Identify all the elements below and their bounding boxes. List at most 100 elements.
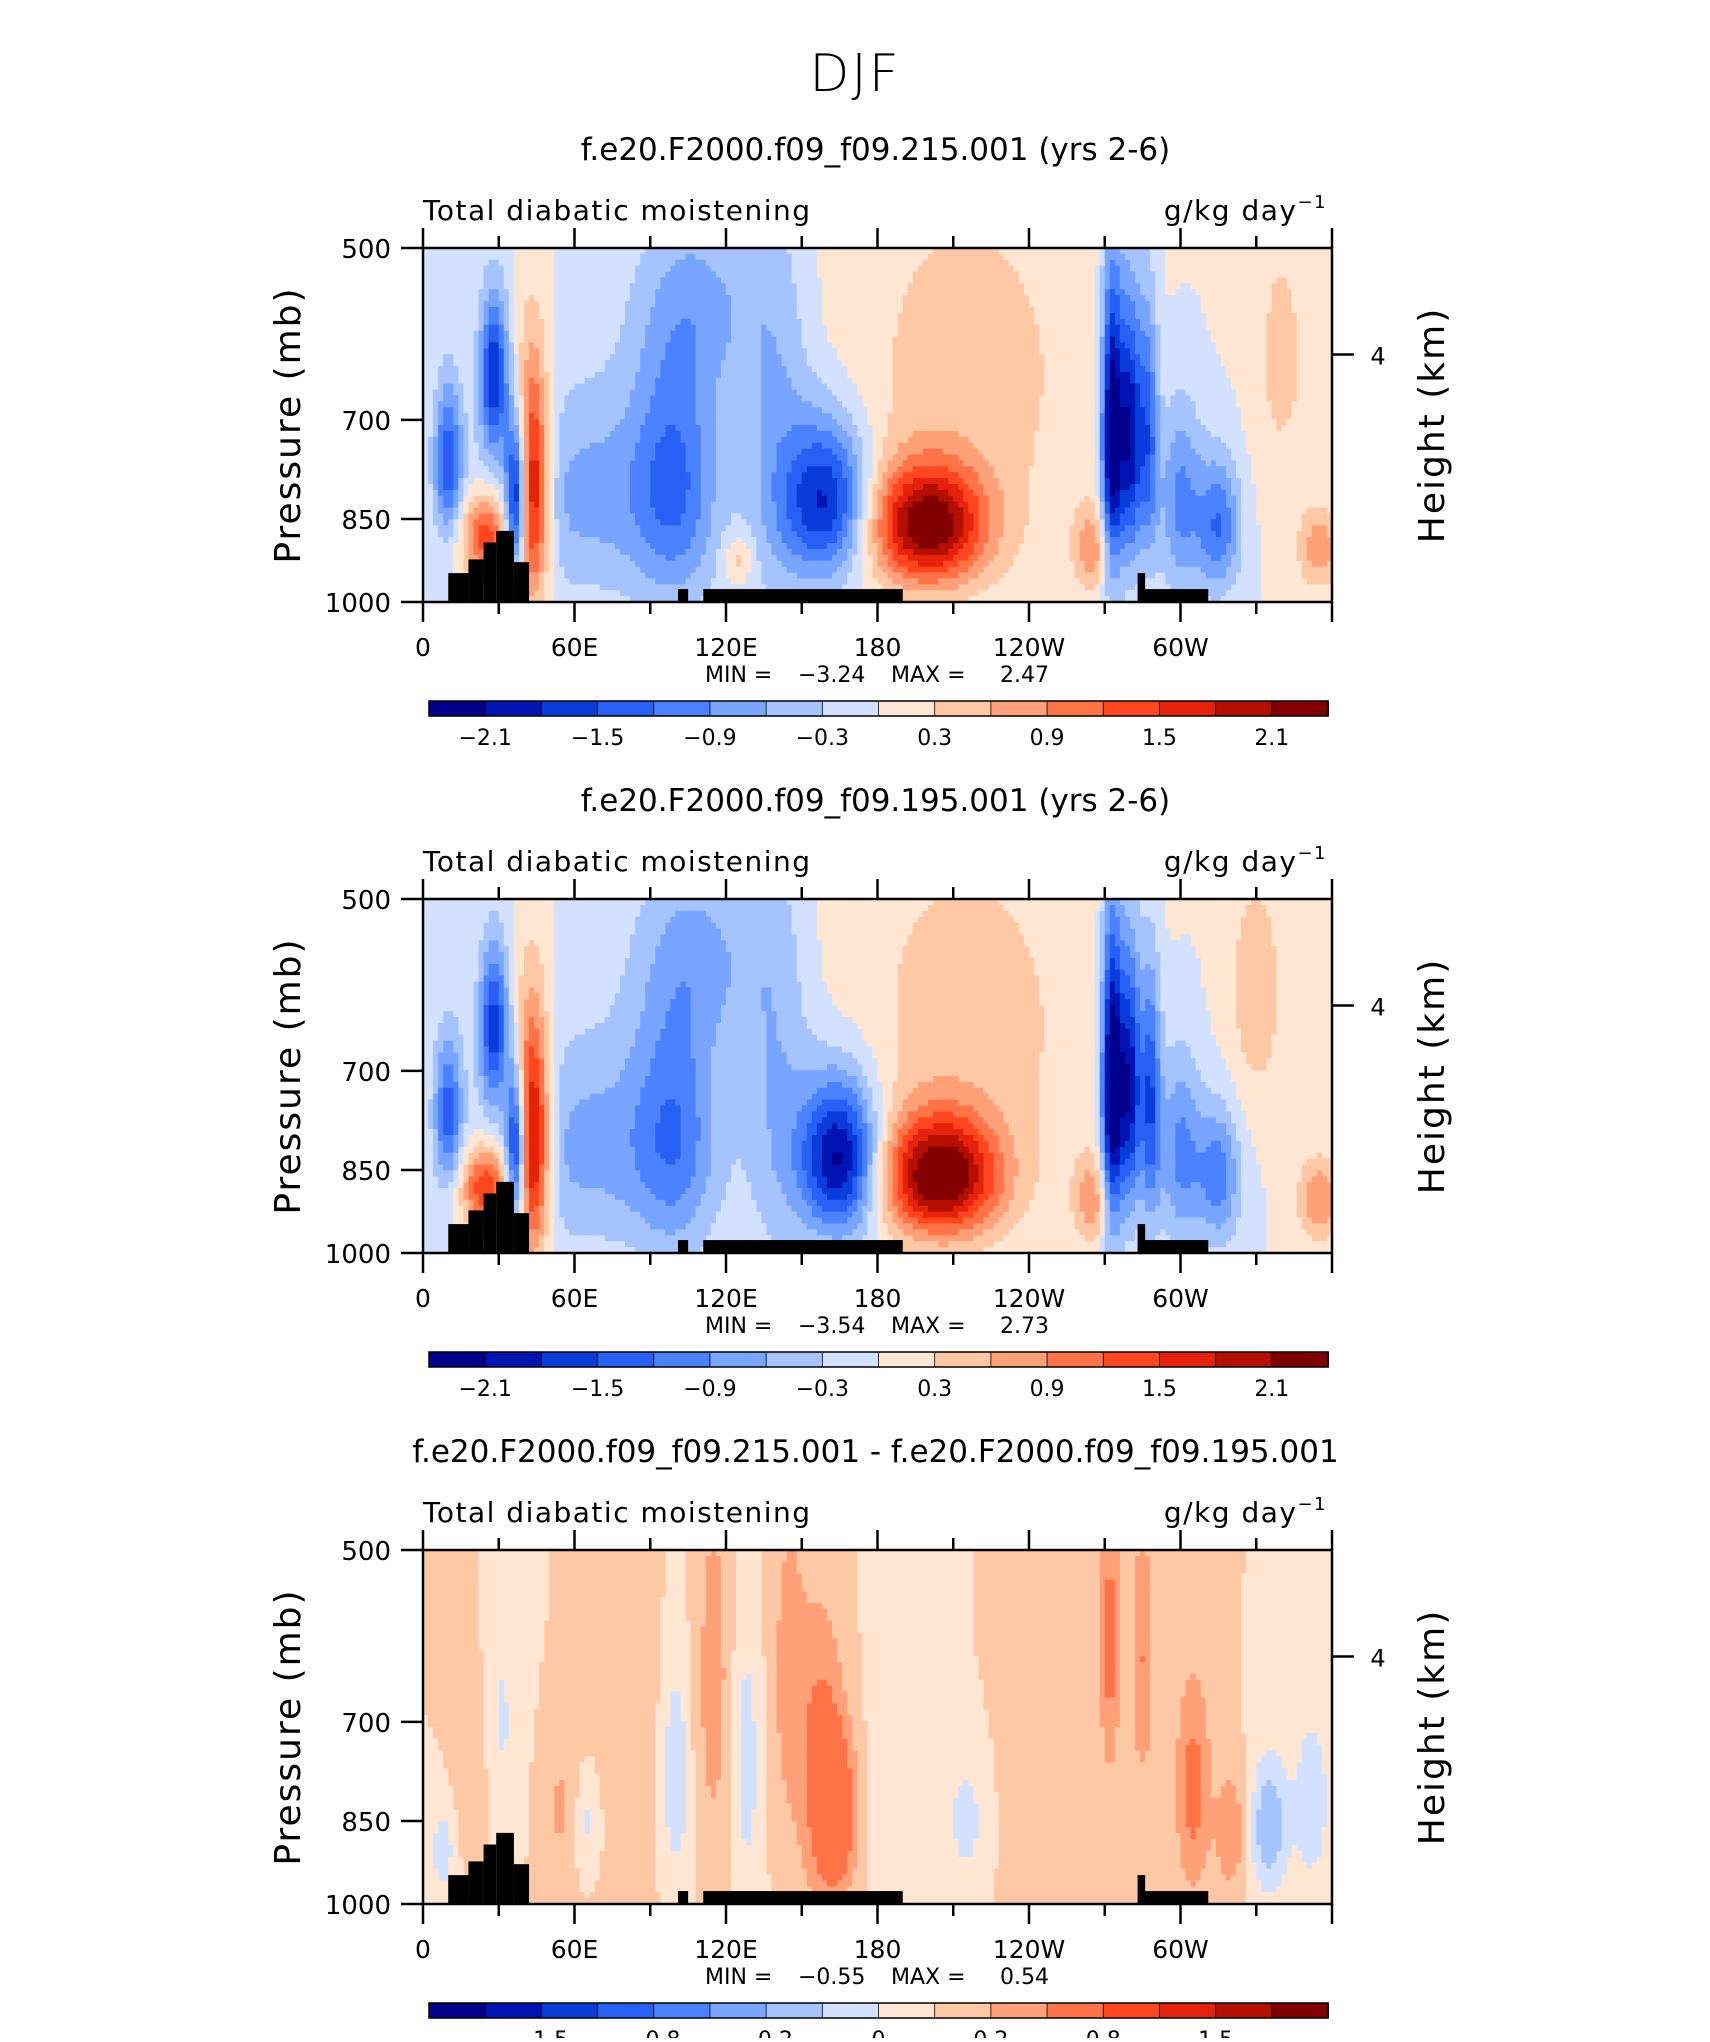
field-cell	[1226, 307, 1232, 314]
field-cell	[600, 289, 606, 296]
field-cell	[484, 407, 490, 414]
field-cell	[1211, 401, 1217, 408]
field-cell	[1069, 360, 1075, 367]
field-cell	[681, 366, 687, 373]
field-cell	[928, 348, 934, 355]
field-cell	[1090, 254, 1096, 261]
field-cell	[1282, 307, 1288, 314]
field-cell	[1039, 390, 1045, 397]
field-cell	[605, 390, 611, 397]
field-cell	[463, 260, 469, 267]
field-cell	[569, 272, 575, 279]
field-cell	[484, 390, 490, 397]
field-cell	[564, 354, 570, 361]
field-cell	[923, 266, 929, 273]
field-cell	[1287, 272, 1293, 279]
field-cell	[1206, 254, 1212, 261]
field-cell	[741, 254, 747, 261]
field-cell	[1085, 331, 1091, 338]
field-cell	[883, 266, 889, 273]
field-cell	[1236, 331, 1242, 338]
field-cell	[438, 360, 444, 367]
field-cell	[903, 283, 909, 290]
field-cell	[564, 407, 570, 414]
field-cell	[1276, 390, 1282, 397]
field-cell	[1170, 348, 1176, 355]
field-cell	[590, 378, 596, 385]
field-cell	[1246, 278, 1252, 285]
field-cell	[458, 348, 464, 355]
field-cell	[989, 354, 995, 361]
field-cell	[827, 384, 833, 391]
field-cell	[761, 278, 767, 285]
field-cell	[792, 407, 798, 414]
field-cell	[569, 390, 575, 397]
field-cell	[509, 360, 515, 367]
field-cell	[564, 254, 570, 261]
field-cell	[1155, 313, 1161, 320]
field-cell	[1115, 331, 1121, 338]
field-cell	[1201, 254, 1207, 261]
field-cell	[771, 272, 777, 279]
field-cell	[1170, 260, 1176, 267]
field-cell	[1004, 337, 1010, 344]
field-cell	[1004, 366, 1010, 373]
field-cell	[938, 295, 944, 302]
field-cell	[1130, 337, 1136, 344]
field-cell	[1297, 325, 1303, 332]
field-cell	[1004, 407, 1010, 414]
field-cell	[585, 396, 591, 403]
field-cell	[1074, 337, 1080, 344]
field-cell	[928, 337, 934, 344]
field-cell	[741, 301, 747, 308]
field-cell	[893, 378, 899, 385]
field-cell	[923, 360, 929, 367]
field-cell	[1226, 289, 1232, 296]
field-cell	[1201, 372, 1207, 379]
field-cell	[1085, 401, 1091, 408]
field-cell	[711, 331, 717, 338]
field-cell	[938, 354, 944, 361]
field-cell	[1251, 396, 1257, 403]
field-cell	[569, 372, 575, 379]
field-cell	[1100, 254, 1106, 261]
field-cell	[857, 301, 863, 308]
field-cell	[766, 337, 772, 344]
field-cell	[580, 260, 586, 267]
field-cell	[1175, 254, 1181, 261]
field-cell	[529, 325, 535, 332]
field-cell	[867, 384, 873, 391]
field-cell	[771, 295, 777, 302]
field-cell	[610, 348, 616, 355]
field-cell	[524, 396, 530, 403]
field-cell	[731, 319, 737, 326]
field-cell	[1120, 325, 1126, 332]
field-cell	[504, 254, 510, 261]
field-cell	[847, 378, 853, 385]
field-cell	[1282, 348, 1288, 355]
field-cell	[726, 337, 732, 344]
field-cell	[494, 272, 500, 279]
field-cell	[1196, 378, 1202, 385]
field-cell	[1186, 342, 1192, 349]
field-cell	[1130, 301, 1136, 308]
field-cell	[741, 266, 747, 273]
field-cell	[973, 301, 979, 308]
field-cell	[524, 295, 530, 302]
field-cell	[640, 325, 646, 332]
field-cell	[827, 301, 833, 308]
field-cell	[716, 325, 722, 332]
field-cell	[645, 337, 651, 344]
field-cell	[862, 348, 868, 355]
field-cell	[1317, 354, 1323, 361]
field-cell	[787, 313, 793, 320]
field-cell	[640, 319, 646, 326]
field-cell	[1085, 301, 1091, 308]
field-cell	[569, 407, 575, 414]
field-cell	[1322, 384, 1328, 391]
field-cell	[943, 307, 949, 314]
field-cell	[797, 372, 803, 379]
field-cell	[484, 260, 490, 267]
field-cell	[1307, 396, 1313, 403]
